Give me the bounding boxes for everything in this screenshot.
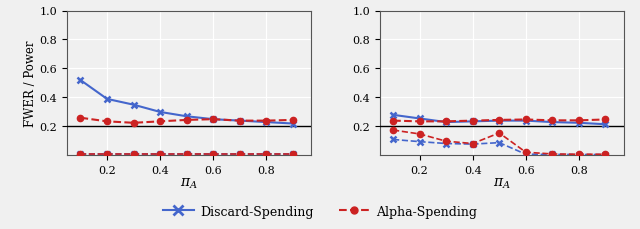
Legend: Discard-Spending, Alpha-Spending: Discard-Spending, Alpha-Spending <box>157 200 483 223</box>
X-axis label: $\pi_A$: $\pi_A$ <box>493 175 511 190</box>
Y-axis label: FWER / Power: FWER / Power <box>24 41 37 127</box>
X-axis label: $\pi_A$: $\pi_A$ <box>180 175 198 190</box>
